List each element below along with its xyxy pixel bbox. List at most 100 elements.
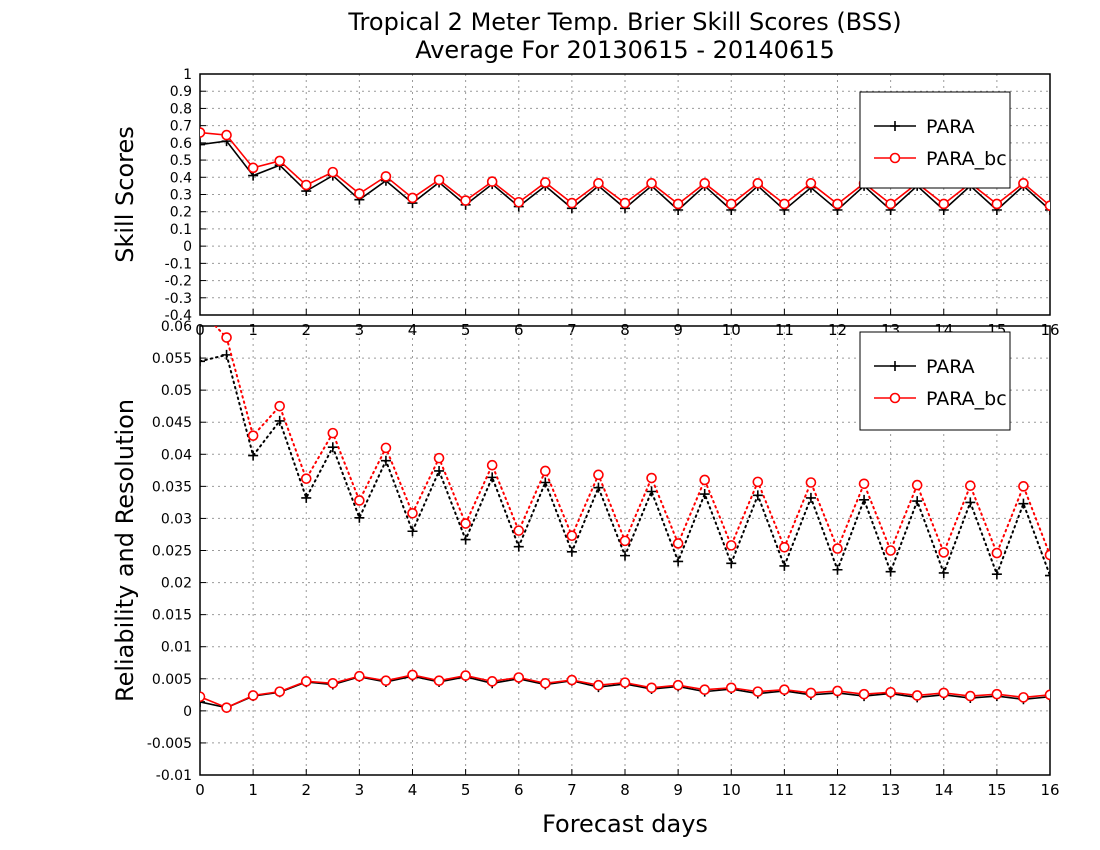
data-point-para-bc bbox=[354, 188, 365, 199]
data-point-para-bc bbox=[858, 478, 870, 490]
y-tick-label: 0.8 bbox=[170, 101, 192, 117]
data-point-para bbox=[859, 494, 870, 505]
data-point-para bbox=[1045, 204, 1050, 215]
data-point-para-bc bbox=[247, 690, 259, 701]
y-tick-label: 0.7 bbox=[170, 119, 192, 135]
y-tick-label: -0.3 bbox=[165, 291, 192, 307]
data-point-para-bc bbox=[433, 452, 445, 464]
x-tick-label: 16 bbox=[1040, 781, 1059, 799]
data-point-para-bc bbox=[407, 669, 418, 681]
x-tick-label: 5 bbox=[461, 781, 471, 799]
data-point-para-bc bbox=[200, 691, 206, 703]
data-point-para-bc bbox=[619, 677, 631, 688]
data-point-para-bc bbox=[991, 198, 1003, 210]
y-tick-label: -0.2 bbox=[165, 274, 192, 290]
data-point-para bbox=[200, 356, 205, 367]
y-tick-label: 0.025 bbox=[152, 544, 192, 560]
data-point-para-bc bbox=[300, 179, 312, 191]
data-point-para-bc bbox=[1018, 481, 1029, 492]
x-tick-label: 9 bbox=[673, 321, 683, 339]
data-point-para-bc bbox=[247, 430, 259, 441]
data-point-para-bc bbox=[540, 677, 551, 689]
legend-marker bbox=[889, 392, 901, 404]
data-point-para-bc bbox=[805, 477, 817, 488]
data-point-para-bc bbox=[221, 332, 232, 343]
chart-subtitle: Average For 20130615 - 20140615 bbox=[415, 36, 835, 64]
data-point-para-bc bbox=[779, 541, 790, 553]
y-tick-label: 0.06 bbox=[161, 319, 192, 335]
y-tick-label: -0.01 bbox=[156, 768, 192, 784]
y-tick-label: 0.1 bbox=[170, 222, 192, 238]
y-tick-label: 0.6 bbox=[170, 136, 192, 152]
x-tick-label: 3 bbox=[355, 781, 365, 799]
data-point-para-bc bbox=[1044, 200, 1050, 211]
legend: PARA PARA_bc bbox=[859, 331, 1011, 431]
x-tick-label: 1 bbox=[248, 781, 258, 799]
data-point-para-bc bbox=[513, 196, 525, 208]
y-tick-label: -0.005 bbox=[147, 736, 192, 752]
data-point-para bbox=[991, 569, 1002, 580]
data-point-para-bc bbox=[513, 672, 525, 683]
x-tick-label: 13 bbox=[881, 781, 900, 799]
data-point-para-bc bbox=[1044, 549, 1050, 561]
data-point-para bbox=[938, 567, 949, 578]
x-tick-label: 6 bbox=[514, 321, 524, 339]
data-point-para-bc bbox=[540, 465, 551, 477]
data-point-para bbox=[380, 455, 391, 466]
x-tick-label: 7 bbox=[567, 781, 577, 799]
data-point-para-bc bbox=[965, 480, 976, 492]
data-point-para bbox=[779, 560, 790, 571]
y-tick-label: 0.03 bbox=[161, 511, 192, 527]
data-point-para bbox=[248, 450, 259, 461]
data-point-para bbox=[1018, 498, 1029, 509]
data-point-para-bc bbox=[460, 518, 471, 529]
data-point-para-bc bbox=[938, 547, 950, 558]
data-point-para bbox=[752, 490, 763, 501]
legend-marker bbox=[890, 121, 900, 131]
data-point-para-bc bbox=[486, 459, 498, 471]
y-tick-label: 0.01 bbox=[161, 640, 192, 656]
data-point-para-bc bbox=[200, 127, 206, 138]
data-point-para bbox=[221, 349, 232, 360]
x-tick-label: 2 bbox=[301, 321, 311, 339]
x-tick-label: 4 bbox=[408, 781, 418, 799]
data-point-para-bc bbox=[832, 543, 843, 554]
data-point-para-bc bbox=[300, 676, 312, 687]
data-point-para-bc bbox=[327, 677, 339, 689]
data-point-para bbox=[699, 489, 710, 500]
data-point-para-bc bbox=[699, 474, 710, 486]
data-point-para-bc bbox=[699, 684, 710, 695]
data-point-para-bc bbox=[1044, 689, 1050, 701]
data-point-para-bc bbox=[407, 192, 418, 204]
data-point-para-bc bbox=[460, 670, 471, 681]
data-point-para-bc bbox=[593, 679, 604, 691]
data-point-para-bc bbox=[354, 670, 365, 682]
y-tick-label: -0.1 bbox=[165, 256, 192, 272]
data-point-para-bc bbox=[540, 177, 551, 188]
x-tick-label: 1 bbox=[248, 321, 258, 339]
data-point-para bbox=[354, 512, 365, 523]
legend-label: PARA bbox=[926, 356, 975, 378]
data-point-para-bc bbox=[911, 690, 923, 701]
data-point-para bbox=[407, 526, 418, 537]
data-point-para-bc bbox=[566, 197, 578, 209]
y-tick-label: 0.035 bbox=[152, 479, 192, 495]
data-point-para-bc bbox=[380, 675, 392, 687]
data-point-para-bc bbox=[566, 674, 578, 686]
y-tick-label: 0.055 bbox=[152, 351, 192, 367]
legend-box bbox=[859, 331, 1011, 431]
chart-title: Tropical 2 Meter Temp. Brier Skill Score… bbox=[347, 8, 901, 36]
data-point-para-bc bbox=[247, 162, 259, 174]
y-tick-label: 0.5 bbox=[170, 153, 192, 169]
data-point-para bbox=[673, 556, 684, 567]
data-point-para bbox=[646, 486, 657, 497]
data-point-para-bc bbox=[433, 675, 445, 687]
x-tick-label: 10 bbox=[722, 781, 741, 799]
data-point-para-bc bbox=[938, 687, 950, 699]
data-point-para-bc bbox=[672, 538, 684, 549]
data-point-para-bc bbox=[752, 476, 764, 488]
data-point-para-bc bbox=[885, 198, 896, 210]
data-point-para bbox=[200, 696, 205, 707]
y-tick-label: 0.9 bbox=[170, 84, 192, 100]
